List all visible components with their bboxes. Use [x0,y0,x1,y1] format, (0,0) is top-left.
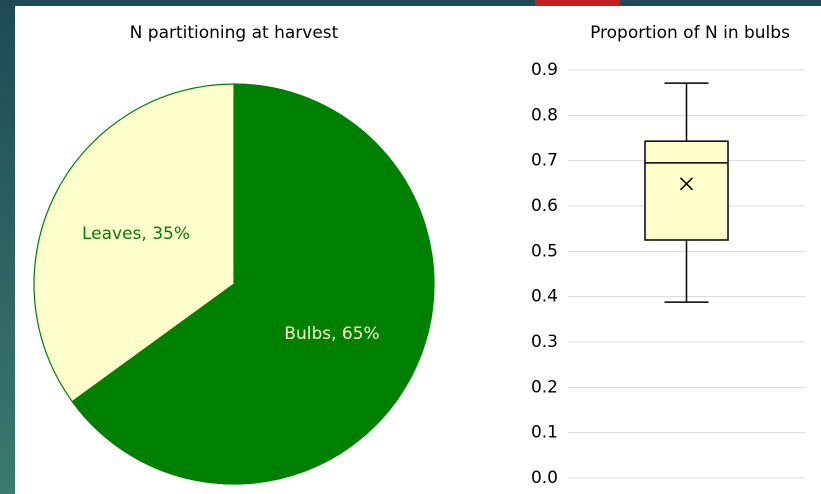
y-tick-label: 0.6 [531,196,558,216]
y-tick-label: 0.4 [531,287,558,307]
y-tick-label: 0.2 [531,377,558,397]
y-tick-label: 0.9 [531,60,558,80]
y-tick-label: 0.1 [531,423,558,443]
pie-slice [33,83,235,403]
box [644,140,729,241]
y-tick-label: 0.0 [531,468,558,488]
box-title: Proportion of N in bulbs [590,23,790,43]
y-tick-label: 0.8 [531,105,558,125]
slice-label: Bulbs, 65% [284,324,379,344]
pie-slice [71,83,435,485]
pie-title: N partitioning at harvest [130,23,339,43]
slice-label: Leaves, 35% [82,224,190,244]
mean-marker [679,177,694,191]
y-tick-label: 0.5 [531,241,558,261]
y-tick-label: 0.7 [531,151,558,171]
accent [535,0,620,6]
y-tick-label: 0.3 [531,332,558,352]
